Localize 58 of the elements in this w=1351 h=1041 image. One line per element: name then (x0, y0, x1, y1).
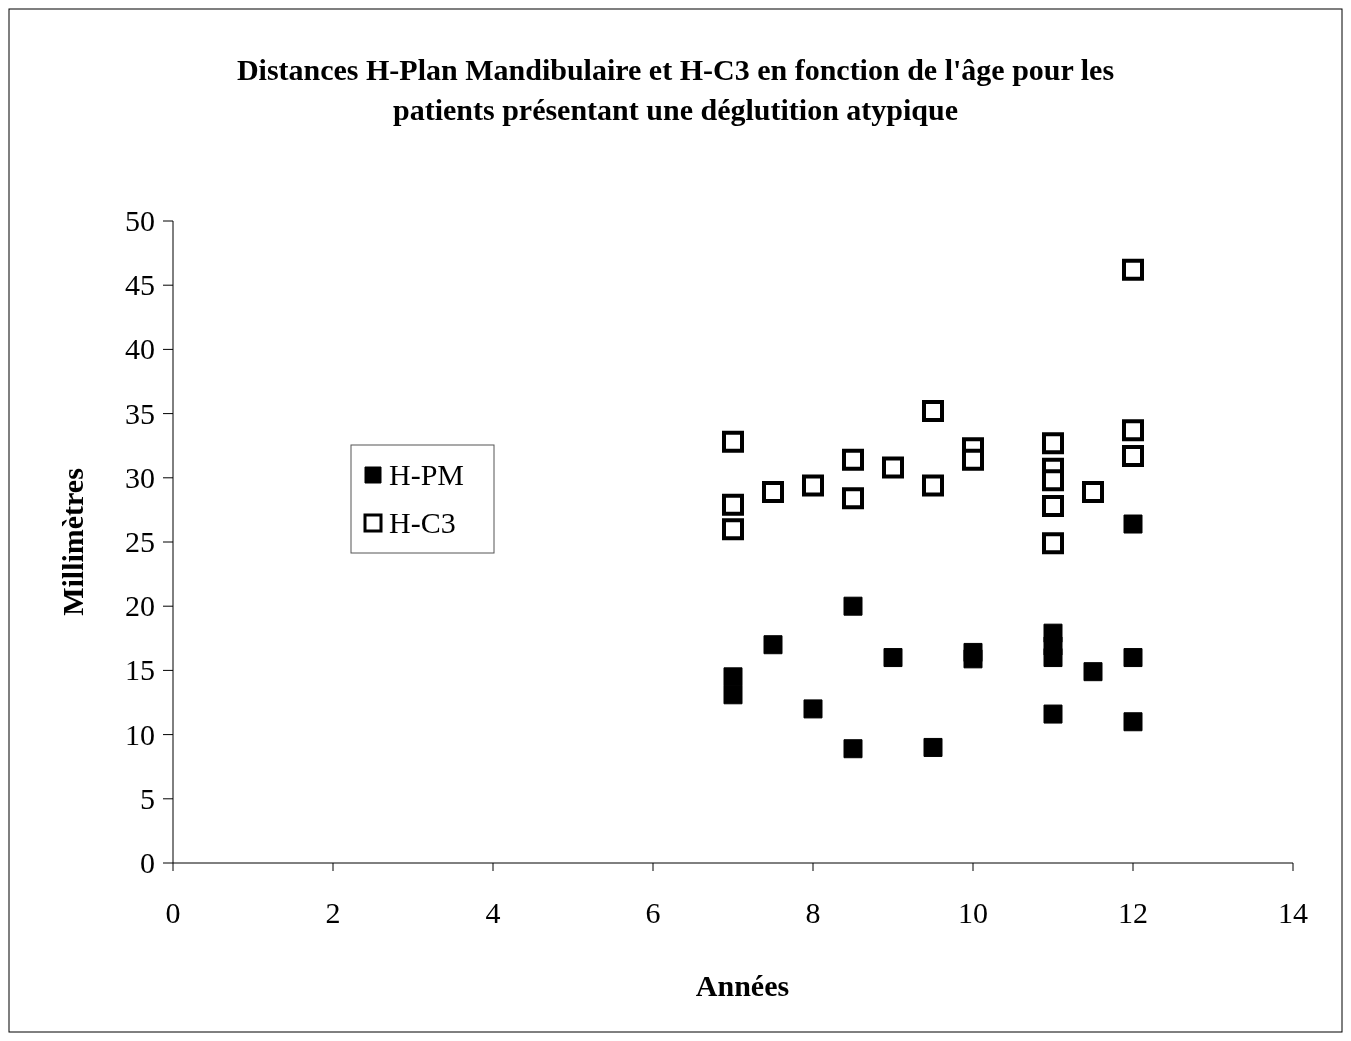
point (1123, 514, 1143, 534)
chart-title: Distances H-Plan Mandibulaire et H-C3 en fonction de l'âge pour les patients présentant une déglutition atypique (236, 53, 1115, 126)
point (1042, 469, 1064, 492)
point (1042, 432, 1064, 455)
point (922, 474, 944, 497)
y-tick-label: 20 (125, 589, 155, 623)
y-tick-label: 15 (125, 653, 155, 687)
x-tick-label: 2 (325, 896, 341, 929)
x-tick-label: 8 (805, 896, 821, 929)
point (723, 667, 743, 687)
y-tick-label: 45 (125, 268, 155, 302)
point (843, 596, 863, 616)
x-tick-label: 12 (1118, 896, 1148, 929)
y-tick-label: 25 (125, 525, 155, 558)
point (1122, 258, 1144, 281)
x-tick-label: 10 (958, 896, 988, 929)
point (723, 685, 743, 705)
point (1042, 495, 1064, 518)
point (842, 487, 864, 510)
point (1123, 648, 1143, 668)
point (1043, 704, 1063, 724)
legend-label: H-C3 (389, 506, 456, 539)
x-tick-label: 14 (1278, 896, 1308, 929)
point (1122, 419, 1144, 442)
point (722, 430, 744, 453)
y-tick-label: 35 (125, 396, 155, 430)
point (1123, 712, 1143, 732)
point (883, 648, 903, 668)
y-axis-title: Millimètres (56, 468, 89, 616)
point (882, 456, 904, 479)
point (803, 699, 823, 719)
point (762, 480, 784, 503)
y-tick-label: 30 (125, 460, 155, 494)
point (1083, 662, 1103, 682)
point (1082, 480, 1104, 503)
x-tick-label: 0 (165, 896, 181, 929)
y-tick-label: 50 (125, 204, 155, 237)
x-tick-label: 6 (645, 896, 661, 929)
point (1042, 532, 1064, 555)
y-tick-label: 5 (140, 781, 155, 815)
point (923, 737, 943, 757)
point (963, 649, 983, 669)
point (722, 518, 744, 541)
point (1043, 648, 1063, 668)
y-tick-label: 10 (125, 717, 155, 751)
point (1122, 444, 1144, 467)
y-tick-label: 0 (140, 846, 155, 879)
point (722, 493, 744, 516)
point (763, 635, 783, 655)
x-tick-label: 4 (485, 896, 501, 929)
point (843, 739, 863, 759)
point (802, 474, 824, 497)
point (842, 448, 864, 471)
y-tick-label: 40 (125, 332, 155, 366)
legend-label: H-PM (389, 458, 465, 491)
point (962, 448, 984, 471)
x-axis-title: Années (695, 969, 790, 1002)
point (922, 400, 944, 423)
